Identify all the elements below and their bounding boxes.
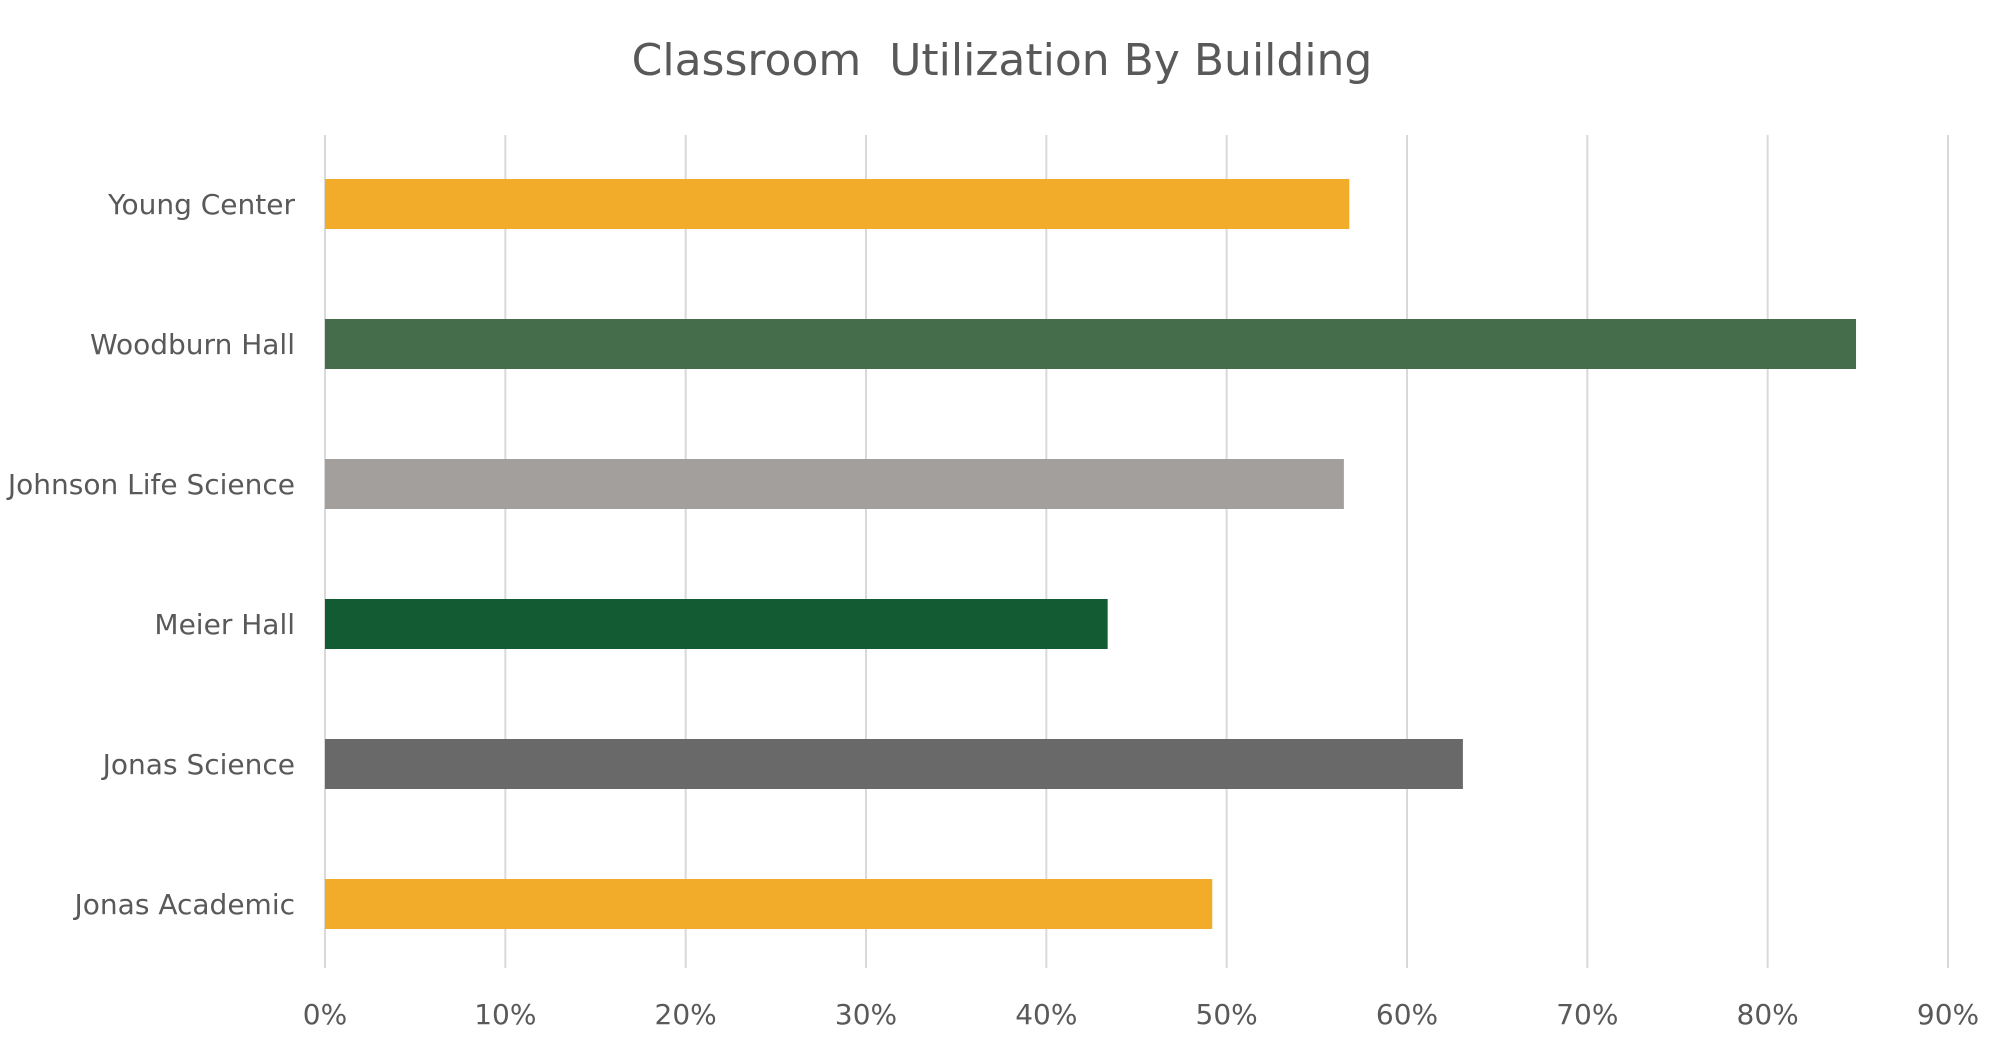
x-tick-label: 0%	[303, 998, 347, 1031]
bar-young-center	[325, 179, 1350, 229]
category-label: Young Center	[107, 188, 295, 221]
x-tick-label: 20%	[655, 998, 717, 1031]
bar-jonas-science	[325, 739, 1463, 789]
bar-meier-hall	[325, 599, 1108, 649]
bars	[325, 179, 1857, 929]
category-label: Meier Hall	[154, 608, 295, 641]
gridlines	[324, 135, 1949, 968]
x-tick-label: 30%	[835, 998, 897, 1031]
x-tick-label: 80%	[1737, 998, 1799, 1031]
x-tick-label: 10%	[474, 998, 536, 1031]
x-tick-label: 50%	[1196, 998, 1258, 1031]
category-label: Jonas Academic	[73, 888, 295, 921]
x-tick-label: 70%	[1556, 998, 1618, 1031]
x-tick-label: 60%	[1376, 998, 1438, 1031]
category-label: Woodburn Hall	[90, 328, 295, 361]
category-labels: Young Center Woodburn Hall Johnson Life Sc…	[6, 188, 296, 921]
bar-woodburn-hall	[325, 319, 1857, 369]
bar-jonas-academic	[325, 879, 1213, 929]
x-tick-label: 40%	[1015, 998, 1077, 1031]
x-tick-label: 90%	[1917, 998, 1979, 1031]
chart-title: Classroom Utilization By Building	[632, 35, 1373, 86]
bar-johnson-life-science	[325, 459, 1344, 509]
category-label: Johnson Life Science	[6, 468, 295, 501]
category-label: Jonas Science	[101, 748, 295, 781]
x-axis-tick-labels: 0% 10% 20% 30% 40% 50% 60% 70% 80% 90%	[303, 998, 1979, 1031]
